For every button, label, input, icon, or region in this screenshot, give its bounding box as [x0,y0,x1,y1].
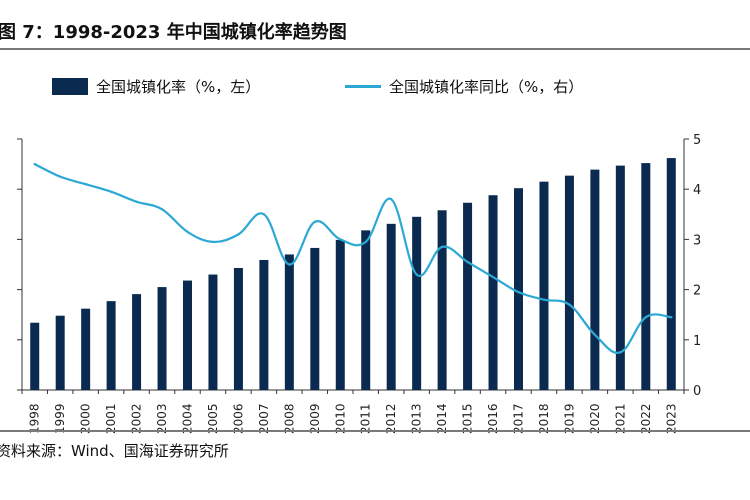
x-tick-label: 2020 [588,403,602,434]
x-tick-label: 2009 [308,403,322,434]
right-tick-label: 2 [693,284,701,299]
source-note: 资料来源：Wind、国海证券研究所 [0,442,229,460]
bar-urbanization-rate [615,165,625,390]
x-tick-label: 2005 [206,403,220,434]
right-tick-label: 1 [693,334,701,349]
line-point-yoy-growth [568,303,571,306]
x-tick-label: 1999 [53,403,67,434]
line-point-yoy-growth [389,198,393,201]
x-tick-label: 2003 [155,403,169,434]
line-point-yoy-growth [364,240,367,244]
x-tick-label: 2017 [512,403,526,434]
line-point-yoy-growth [160,208,164,211]
bar-urbanization-rate [463,202,473,390]
line-point-yoy-growth [593,333,597,336]
bar-urbanization-rate [259,259,269,390]
line-point-yoy-growth [517,290,520,294]
x-tick-label: 2018 [537,403,551,434]
x-tick-label: 2001 [104,403,118,434]
x-tick-label: 2008 [282,403,296,434]
x-tick-label: 2014 [435,403,449,434]
x-tick-label: 2012 [384,403,398,434]
legend-bar-label: 全国城镇化率（%，左） [96,78,261,96]
bar-urbanization-rate [361,230,371,390]
bar-urbanization-rate [55,315,65,390]
line-point-yoy-growth [313,220,317,224]
x-tick-label: 2013 [410,403,424,434]
line-point-yoy-growth [33,162,36,166]
line-point-yoy-growth [288,263,291,266]
line-point-yoy-growth [491,275,495,279]
bar-urbanization-rate [132,294,142,390]
line-point-yoy-growth [619,351,622,354]
line-point-yoy-growth [211,240,215,244]
x-tick-label: 1998 [28,403,42,434]
x-tick-label: 2007 [257,403,271,434]
line-point-yoy-growth [644,316,648,319]
line-point-yoy-growth [670,316,673,319]
line-point-yoy-growth [58,175,62,178]
right-tick-label: 3 [693,233,701,248]
bar-urbanization-rate [539,181,549,390]
x-tick-label: 2006 [231,403,245,434]
bar-urbanization-rate [30,322,40,390]
bar-urbanization-rate [81,308,91,390]
bar-urbanization-rate [386,223,396,390]
right-tick-label: 0 [693,384,701,399]
legend-bar-swatch [52,78,88,95]
right-tick-label: 4 [693,183,701,198]
line-point-yoy-growth [84,182,87,186]
line-point-yoy-growth [262,213,266,216]
bar-urbanization-rate [335,239,345,390]
bar-urbanization-rate [157,287,167,390]
bar-urbanization-rate [183,280,192,390]
chart-title: 图 7：1998-2023 年中国城镇化率趋势图 [0,22,347,43]
line-point-yoy-growth [135,200,138,203]
x-tick-label: 2000 [79,403,93,434]
x-tick-label: 2015 [461,403,475,434]
bar-urbanization-rate [310,247,320,390]
bar-urbanization-rate [564,175,574,390]
x-tick-label: 2011 [359,403,373,434]
bar-urbanization-rate [437,210,447,390]
line-point-yoy-growth [542,298,546,301]
line-point-yoy-growth [440,245,444,249]
x-tick-label: 2010 [333,403,347,434]
legend-line-item: 全国城镇化率同比（%，右） [345,76,583,97]
x-tick-label: 2002 [130,403,144,434]
line-yoy-growth [34,163,672,354]
bar-urbanization-rate [590,169,600,390]
bar-urbanization-rate [208,274,218,390]
x-tick-label: 2016 [486,403,500,434]
line-point-yoy-growth [466,260,469,264]
line-point-yoy-growth [237,233,240,236]
line-point-yoy-growth [415,273,418,276]
x-tick-label: 2022 [639,403,653,434]
bar-urbanization-rate [412,216,422,390]
bar-urbanization-rate [233,268,243,390]
legend-bar-item: 全国城镇化率（%，左） [52,76,260,97]
x-tick-label: 2019 [562,403,576,434]
bar-urbanization-rate [106,301,116,390]
title-rule [0,48,750,50]
right-tick-label: 5 [693,133,701,148]
x-tick-label: 2004 [181,403,195,434]
line-point-yoy-growth [109,190,113,193]
x-tick-label: 2021 [613,403,627,434]
source-rule [0,430,750,432]
line-point-yoy-growth [339,238,342,241]
bar-urbanization-rate [514,188,523,390]
bar-urbanization-rate [641,163,651,390]
bar-urbanization-rate [284,254,294,390]
line-point-yoy-growth [186,230,189,234]
bar-urbanization-rate [666,158,676,390]
legend-line-label: 全国城镇化率同比（%，右） [389,78,584,96]
x-tick-label: 2023 [664,403,678,434]
legend-line-swatch [345,85,381,88]
bar-urbanization-rate [488,195,498,390]
